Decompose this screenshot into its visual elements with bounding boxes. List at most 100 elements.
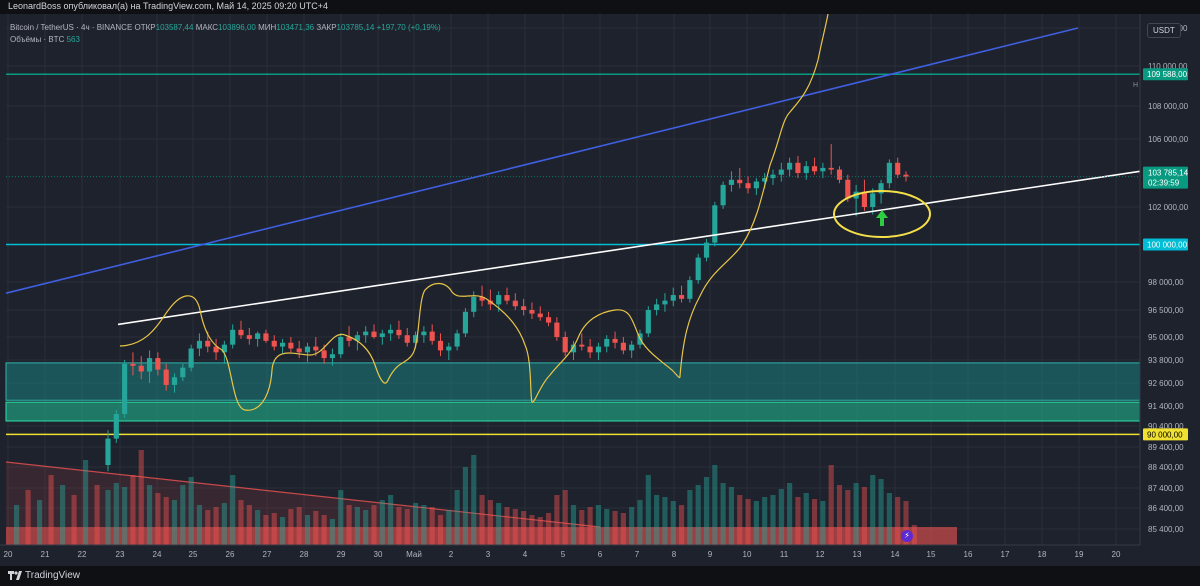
h-marker: H bbox=[1133, 82, 1139, 89]
footer-bar: TradingView bbox=[0, 566, 1200, 586]
volume-bar bbox=[637, 500, 643, 545]
candle-body bbox=[196, 340, 203, 349]
price-tick-label: 92 600,00 bbox=[1148, 379, 1184, 388]
candle-body bbox=[288, 342, 294, 349]
time-tick-label: 20 bbox=[1112, 550, 1121, 559]
time-tick-label: 22 bbox=[78, 550, 87, 559]
volume-bar bbox=[895, 497, 901, 545]
candle bbox=[221, 340, 227, 364]
volume-bar bbox=[512, 509, 518, 545]
candle-body bbox=[728, 179, 735, 185]
candle-body bbox=[230, 329, 236, 345]
volume-bar bbox=[48, 475, 54, 545]
volume-bar bbox=[662, 497, 668, 545]
time-tick-label: 29 bbox=[337, 550, 346, 559]
candle bbox=[811, 157, 818, 175]
publish-header: LeonardBoss опубликовал(а) на TradingVie… bbox=[0, 0, 1200, 14]
candle bbox=[155, 352, 161, 376]
candle-body bbox=[138, 365, 144, 372]
volume-bar bbox=[570, 505, 577, 545]
volume-bar bbox=[529, 515, 535, 545]
volume-bar bbox=[562, 490, 568, 545]
volume-label[interactable]: Объёмы · BTC bbox=[10, 35, 65, 44]
volume-bar bbox=[645, 475, 651, 545]
volume-bar bbox=[811, 499, 818, 545]
volume-bar bbox=[196, 505, 203, 545]
candle bbox=[587, 338, 593, 359]
highlight-ellipse bbox=[833, 190, 931, 238]
candle bbox=[745, 176, 751, 194]
volume-bar bbox=[296, 507, 302, 545]
candle-body bbox=[803, 166, 809, 173]
volume-bar bbox=[155, 493, 161, 545]
time-tick-label: 6 bbox=[598, 550, 603, 559]
candle bbox=[388, 324, 394, 341]
price-level-badge-label: 109 588,00 bbox=[1147, 70, 1188, 79]
candle-body bbox=[861, 191, 868, 207]
candle bbox=[404, 328, 410, 347]
price-tick-label: 93 800,00 bbox=[1148, 356, 1184, 365]
candle bbox=[562, 331, 568, 357]
candle-body bbox=[304, 346, 311, 353]
volume-bar bbox=[753, 501, 759, 545]
candle-body bbox=[737, 179, 743, 184]
volume-bar bbox=[745, 499, 751, 545]
price-tick-label: 90 400,00 bbox=[1148, 422, 1184, 431]
candle bbox=[446, 342, 452, 360]
volume-bar bbox=[820, 501, 826, 545]
low-value: 103471,36 bbox=[276, 23, 315, 32]
candle bbox=[379, 329, 385, 345]
last-price-badge bbox=[1143, 166, 1188, 189]
price-tick-label: 98 000,00 bbox=[1148, 278, 1184, 287]
candle bbox=[645, 306, 651, 337]
candle bbox=[654, 298, 660, 316]
candle-body bbox=[870, 193, 876, 207]
candle-body bbox=[255, 333, 261, 339]
time-tick-label: 5 bbox=[561, 550, 566, 559]
volume-channel bbox=[6, 462, 957, 545]
candle bbox=[238, 320, 244, 339]
candle bbox=[504, 287, 510, 305]
symbol-label[interactable]: Bitcoin / TetherUS · 4ч · BINANCE bbox=[10, 23, 133, 32]
candle bbox=[886, 159, 892, 189]
candle-body bbox=[895, 162, 901, 175]
volume-bar bbox=[396, 507, 402, 545]
candle bbox=[770, 169, 776, 185]
volume-bar bbox=[363, 510, 369, 545]
volume-bar bbox=[579, 510, 585, 545]
volume-bar bbox=[712, 465, 718, 545]
volume-bar bbox=[205, 510, 211, 545]
time-axis-bg bbox=[0, 545, 1200, 566]
candle bbox=[678, 285, 685, 303]
tradingview-logo[interactable]: TradingView bbox=[8, 570, 80, 581]
volume-bar bbox=[836, 485, 843, 545]
time-tick-label: 2 bbox=[449, 550, 454, 559]
candle-body bbox=[246, 335, 252, 339]
candle-body bbox=[429, 331, 435, 341]
time-tick-label: 15 bbox=[927, 550, 936, 559]
candle bbox=[421, 326, 427, 343]
volume-bar bbox=[446, 510, 452, 545]
candle-body bbox=[146, 358, 153, 372]
candle-body bbox=[562, 337, 568, 353]
volume-bar bbox=[504, 507, 510, 545]
price-tick-label: 108 000,00 bbox=[1148, 102, 1189, 111]
candle-body bbox=[296, 348, 302, 353]
volume-bar bbox=[462, 467, 469, 545]
currency-button[interactable]: USDT bbox=[1147, 23, 1181, 38]
volume-bar bbox=[911, 525, 917, 545]
candle-body bbox=[155, 358, 161, 370]
candle bbox=[130, 352, 136, 376]
price-tick-label: 102 000,00 bbox=[1148, 203, 1189, 212]
flash-icon[interactable]: ⚡ bbox=[901, 530, 913, 542]
time-tick-label: 20 bbox=[4, 550, 13, 559]
candle bbox=[554, 317, 560, 341]
candle-body bbox=[404, 335, 410, 343]
candle-body bbox=[471, 296, 477, 312]
time-tick-label: 12 bbox=[816, 550, 825, 559]
volume-bar bbox=[94, 485, 100, 545]
volume-bar bbox=[728, 487, 735, 545]
candle bbox=[720, 181, 726, 209]
